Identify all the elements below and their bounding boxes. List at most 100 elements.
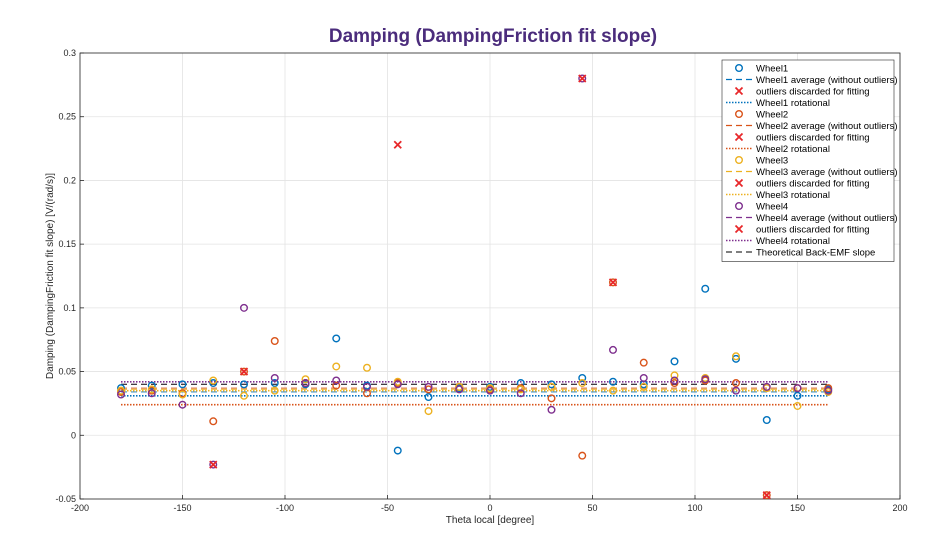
wheel2-point: [732, 379, 741, 388]
wheel3-point: [178, 390, 187, 399]
wheel4-point: [762, 382, 771, 391]
wheel1-point: [578, 373, 587, 382]
wheel3-point: [424, 407, 433, 416]
wheel4-point: [578, 74, 587, 83]
wheel1-point: [701, 284, 710, 293]
legend-label: outliers discarded for fitting: [756, 86, 870, 97]
wheel2-point: [239, 367, 248, 376]
legend-swatch: [734, 178, 744, 188]
wheel3-point: [486, 384, 495, 393]
y-axis-label: Damping (DampingFriction fit slope) [V/(…: [45, 173, 56, 379]
legend-label: Wheel4 rotational: [756, 236, 830, 247]
wheel2-outlier-marker: [762, 491, 771, 500]
wheel4-point: [824, 386, 833, 395]
legend-swatch: [734, 224, 744, 234]
wheel3-point: [793, 401, 802, 410]
x-tick-label: -150: [173, 503, 191, 513]
wheel3-point: [209, 376, 218, 385]
legend-label: Wheel3: [756, 155, 788, 166]
legend-swatch: [735, 201, 744, 210]
wheel3-point: [393, 377, 402, 386]
wheel3-point: [239, 391, 248, 400]
wheel3-point: [363, 363, 372, 372]
wheel1-point: [732, 354, 741, 363]
wheel4-outlier-marker: [209, 460, 218, 469]
y-tick-label: -0.05: [55, 494, 76, 504]
legend-swatch: [735, 155, 744, 164]
wheel1-point: [332, 334, 341, 343]
legend-label: Wheel3 average (without outliers): [756, 167, 898, 178]
wheel2-point: [824, 384, 833, 393]
x-tick-label: 50: [587, 503, 597, 513]
legend-label: Wheel1 average (without outliers): [756, 75, 898, 86]
x-axis-label: Theta local [degree]: [446, 515, 535, 526]
legend-label: outliers discarded for fitting: [756, 132, 870, 143]
wheel4-point: [363, 382, 372, 391]
wheel4-point: [301, 379, 310, 388]
wheel2-outlier-marker: [239, 367, 249, 376]
wheel4-point: [332, 376, 341, 385]
y-tick-label: 0.05: [58, 367, 76, 377]
wheel4-point: [178, 400, 187, 409]
wheel3-point: [455, 382, 464, 391]
legend-label: Wheel4 average (without outliers): [756, 213, 898, 224]
wheel2-point: [639, 358, 648, 367]
reference-lines: [121, 380, 829, 406]
wheel3-point: [270, 386, 279, 395]
legend-swatch: [734, 86, 744, 96]
wheel3-point: [301, 375, 310, 384]
chart-title: Damping (DampingFriction fit slope): [329, 26, 657, 47]
wheel2-outlier-marker: [393, 140, 402, 149]
data-points: [116, 74, 833, 500]
legend-swatch: [735, 109, 744, 118]
wheel2-outlier-marker: [608, 278, 618, 287]
legend-label: Wheel4: [756, 201, 788, 212]
wheel4-point: [701, 375, 710, 384]
x-tick-label: 100: [687, 503, 702, 513]
wheel4-point: [455, 385, 464, 394]
legend-label: Wheel2 average (without outliers): [756, 121, 898, 132]
legend-label: Wheel1 rotational: [756, 98, 830, 109]
wheel1-point: [762, 415, 771, 424]
wheel2-point: [547, 394, 556, 403]
tick-labels: -200 -150 -100 -50 0 50 100 150 200 -0.05 0 0.05 0.1…: [55, 48, 907, 513]
legend-swatch: [734, 132, 744, 142]
wheel4-point: [609, 345, 618, 354]
legend-label: outliers discarded for fitting: [756, 224, 870, 235]
wheel3-point: [516, 385, 525, 394]
x-tick-label: 200: [892, 503, 907, 513]
wheel4-point: [793, 384, 802, 393]
legend-label: Wheel2 rotational: [756, 144, 830, 155]
wheel3-point: [147, 385, 156, 394]
wheel1-point: [178, 380, 187, 389]
wheel2-point: [762, 491, 771, 500]
wheel1-point: [147, 381, 156, 390]
wheel3-point: [332, 362, 341, 371]
legend-label: Wheel3 rotational: [756, 190, 830, 201]
wheel4-point: [239, 303, 248, 312]
wheel2-point: [670, 379, 679, 388]
legend-swatch: [735, 63, 744, 72]
x-tick-label: -50: [381, 503, 394, 513]
wheel3-point: [547, 382, 556, 391]
wheel1-point: [270, 379, 279, 388]
y-tick-label: 0.3: [63, 48, 76, 58]
legend-label: Theoretical Back-EMF slope: [756, 247, 875, 258]
wheel3-point: [116, 386, 125, 395]
y-tick-label: 0.15: [58, 239, 76, 249]
x-tick-label: 0: [487, 503, 492, 513]
y-tick-label: 0.2: [63, 175, 76, 185]
wheel2-point: [424, 385, 433, 394]
x-tick-label: -200: [71, 503, 89, 513]
wheel2-point: [270, 336, 279, 345]
wheel4-point: [393, 380, 402, 389]
wheel3-point: [670, 371, 679, 380]
wheel4-outlier-marker: [578, 74, 587, 83]
wheel4-point: [732, 386, 741, 395]
y-tick-label: 0.1: [63, 303, 76, 313]
wheel3-point: [578, 379, 587, 388]
y-tick-label: 0.25: [58, 112, 76, 122]
wheel4-point: [209, 460, 218, 469]
